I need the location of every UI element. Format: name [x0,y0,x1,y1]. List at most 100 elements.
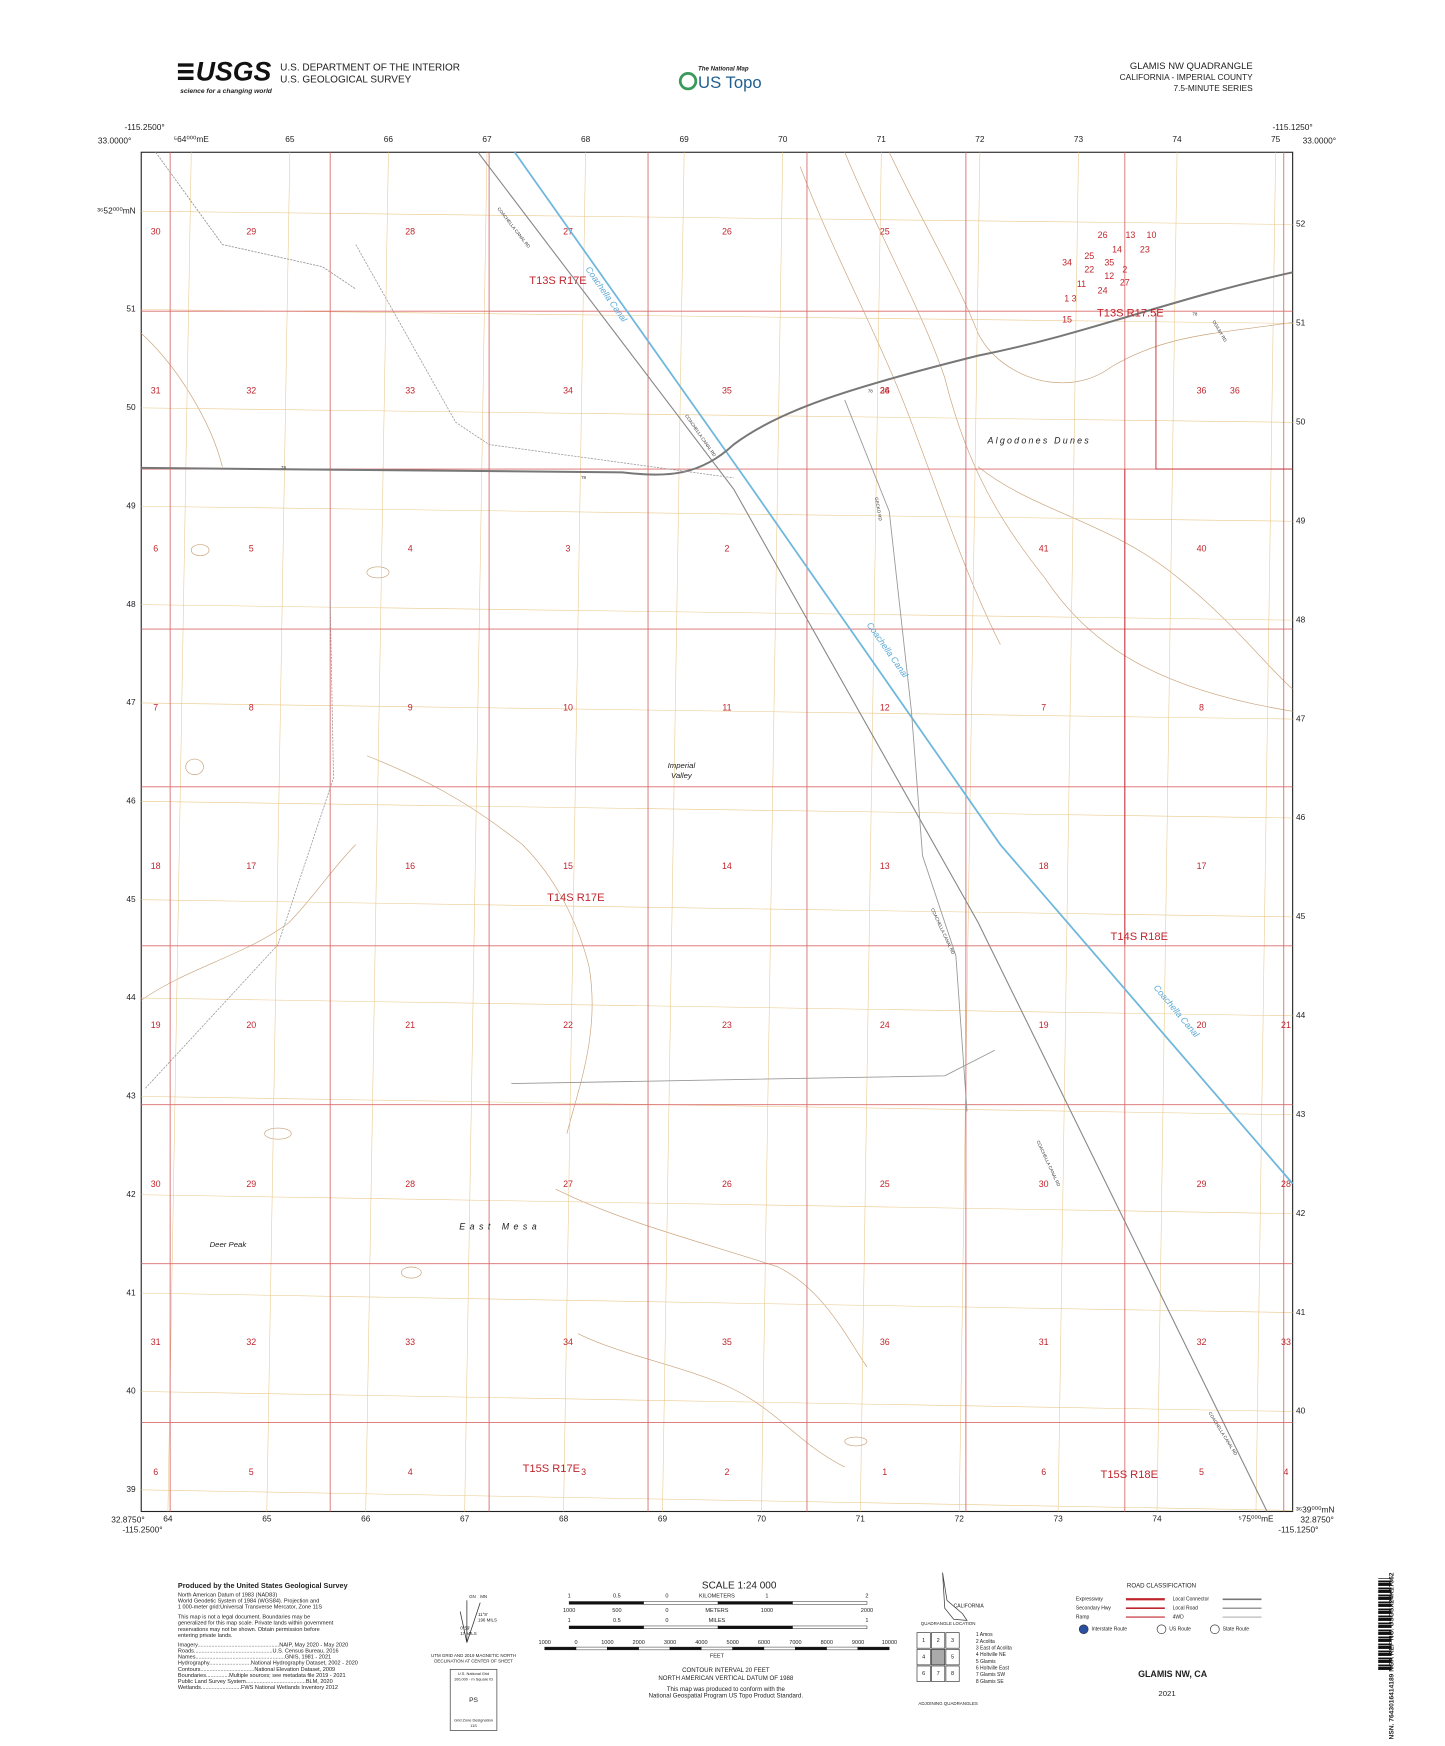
section-number: 34 [563,386,573,396]
place-name: Deer Peak [210,1240,248,1249]
route-shield [1156,1624,1167,1635]
contour-interval: CONTOUR INTERVAL 20 FEET [682,1667,770,1674]
corner-coordinate: -115.1250° [1278,1525,1318,1535]
easting-label: 67 [460,1513,470,1523]
northing-label: 42 [126,1189,136,1199]
corner-coordinate: 33.0000° [98,135,131,145]
scale-label: METERS [705,1608,728,1614]
datum-note: North American Datum of 1983 (NAD83) [178,1592,277,1598]
section-number: 33 [1281,1337,1291,1347]
barcode-bar [1378,1622,1392,1625]
section-number: 20 [1197,1020,1207,1030]
northing-label: 41 [126,1287,136,1297]
section-number: 21 [405,1020,415,1030]
barcode-bar [1378,1666,1392,1670]
declination-note: DECLINATION AT CENTER OF SHEET [434,1659,513,1664]
scale-label: 500 [612,1608,621,1614]
series: 7.5-MINUTE SERIES [1173,83,1253,93]
section-number: 2 [724,543,729,553]
data-source: Contours................................… [178,1667,335,1673]
easting-label: 64 [163,1513,173,1523]
scale-label: 0 [665,1608,668,1614]
quad-location: QUADRANGLE LOCATION [921,1621,976,1626]
township-boundary [1155,313,1293,470]
coachella-canal [513,151,1294,1185]
utm-grid-line [365,152,389,1512]
section-number: 7 [153,702,158,712]
northing-label: 45 [1296,911,1306,921]
scale-bar [643,1601,719,1605]
adjoining-number: 1 [922,1638,925,1644]
scale-label: 0 [574,1640,577,1646]
section-number: 15 [1062,314,1072,324]
section-number: 36 [880,1337,890,1347]
route-shield [1078,1624,1089,1635]
adjoining-number: 7 [937,1671,940,1677]
section-number: 19 [151,1020,161,1030]
easting-label: 71 [877,134,887,144]
scale-label: MILES [709,1618,726,1624]
section-number: 35 [1104,258,1114,268]
scale-bar [792,1601,868,1605]
section-number: 8 [249,702,254,712]
section-number: 33 [405,1337,415,1347]
scale-bar [643,1625,719,1629]
barcode-bar [1378,1578,1392,1579]
barcode-bar [1378,1655,1392,1656]
section-number: 2 [1122,264,1127,274]
barcode-bar [1378,1615,1392,1618]
canal-road [477,151,1268,1512]
scale-label: 0 [665,1618,668,1624]
grid-zone-text: 100,000 - m Square ID [454,1676,493,1681]
scale-label: 1 [568,1618,571,1624]
scale-label: KILOMETERS [699,1593,735,1599]
feature-label: 78 [581,475,586,480]
section-number: 24 [880,386,890,396]
section-number: 30 [151,227,161,237]
barcode-bar [1378,1652,1392,1656]
data-source: Hydrography...........................Na… [178,1661,358,1667]
adjoining-number: 5 [951,1655,954,1661]
section-number: 4 [1284,1467,1289,1477]
scale-label: 1 [865,1618,868,1624]
barcode-bar [1378,1585,1392,1586]
section-number: 10 [1147,230,1157,240]
township-label: T15S R18E [1101,1469,1158,1481]
corner-coordinate: -115.2500° [124,122,164,132]
standard-note: This map was produced to conform with th… [667,1686,786,1693]
barcode-bar [1378,1589,1392,1593]
utm-grid-line [563,152,586,1512]
barcode-bar [1378,1599,1392,1600]
section-number: 1 [882,1467,887,1477]
section-number: 21 [1281,1020,1291,1030]
section-number: 5 [249,543,254,553]
road-title: ROAD CLASSIFICATION [1127,1583,1196,1590]
easting-label: 67 [482,134,492,144]
legal-note: generalized for this map scale. Private … [178,1621,334,1627]
scale-bar [732,1646,765,1651]
township-label: T14S R18E [1111,931,1168,943]
northing-label: ³⁶52⁰⁰⁰mN [97,205,135,215]
northing-label: 50 [126,402,136,412]
easting-label: 70 [757,1513,767,1523]
trail [144,600,334,1090]
section-number: 27 [1120,278,1130,288]
data-source: Names...................................… [178,1655,331,1661]
section-number: 10 [563,702,573,712]
section-number: 35 [722,386,732,396]
section-number: 17 [1197,861,1207,871]
route-legend-label: US Route [1169,1627,1191,1633]
easting-label: ⁵75⁰⁰⁰mE [1238,1513,1274,1523]
scale-label: 0.5 [613,1593,621,1599]
section-number: 14 [722,861,732,871]
section-number: 8 [1199,702,1204,712]
section-number: 35 [722,1337,732,1347]
section-number: 23 [1140,244,1150,254]
section-number: 18 [151,861,161,871]
adjoining-number: 6 [922,1671,925,1677]
northing-label: 40 [126,1386,136,1396]
utm-grid-line [141,801,1293,819]
scale-label: 9000 [852,1640,864,1646]
adjoining-number: 4 [922,1655,925,1661]
easting-label: 68 [559,1513,569,1523]
